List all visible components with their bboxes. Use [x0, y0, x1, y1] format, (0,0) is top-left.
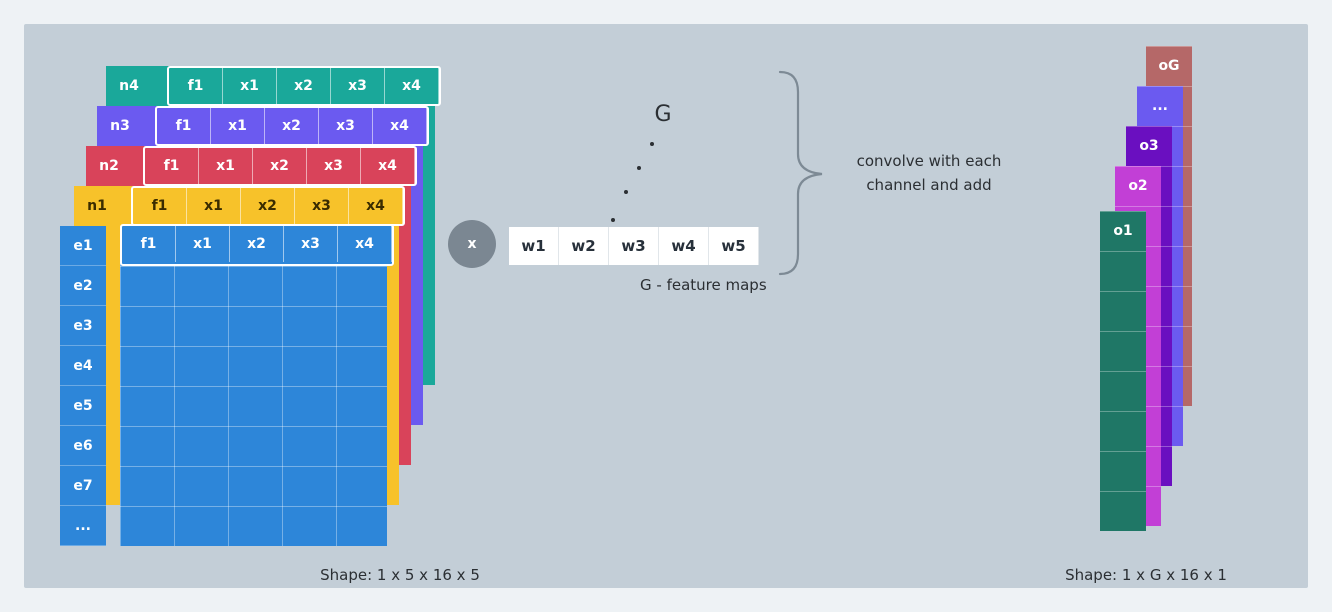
- header-cell-x4: x4: [349, 188, 403, 224]
- layer-header-n1: f1 x1 x2 x3 x4: [131, 186, 405, 226]
- header-cell-x2: x2: [241, 188, 295, 224]
- multiply-operator: x: [448, 220, 496, 268]
- row-label-e6: e6: [60, 426, 106, 466]
- brace-text-line1: convolve with each: [856, 152, 1002, 170]
- stack-dot: [650, 142, 654, 146]
- row-label-e7: e7: [60, 466, 106, 506]
- header-cell-x1: x1: [211, 108, 265, 144]
- front-layer-column: [60, 226, 106, 546]
- stack-dot: [611, 218, 615, 222]
- layer-header-n3: f1 x1 x2 x3 x4: [155, 106, 429, 146]
- header-cell-x4: x4: [385, 68, 439, 104]
- row-label-e5: e5: [60, 386, 106, 426]
- curly-brace: [778, 70, 823, 276]
- header-cell-x3: x3: [284, 226, 338, 262]
- output-label-more: ...: [1152, 98, 1168, 114]
- output-label-o1: o1: [1113, 223, 1133, 239]
- multiply-symbol: x: [467, 236, 477, 252]
- header-cell-f1: f1: [157, 108, 211, 144]
- header-cell-x4: x4: [373, 108, 427, 144]
- header-cell-x4: x4: [338, 226, 392, 262]
- front-layer-header: f1 x1 x2 x3 x4: [120, 224, 394, 266]
- row-label-e3: e3: [60, 306, 106, 346]
- header-cell-x3: x3: [295, 188, 349, 224]
- output-shape-caption: Shape: 1 x G x 16 x 1: [1065, 566, 1227, 584]
- output-column-o1: [1100, 211, 1146, 531]
- output-label-o2: o2: [1128, 178, 1148, 194]
- header-cell-f1: f1: [145, 148, 199, 184]
- input-shape-caption: Shape: 1 x 5 x 16 x 5: [320, 566, 480, 584]
- filter-stack-label: G: [654, 102, 672, 127]
- filter-cell-w5: w5: [709, 227, 759, 265]
- layer-label-n4: n4: [106, 66, 152, 106]
- filter-caption: G - feature maps: [640, 276, 767, 294]
- header-cell-x1: x1: [176, 226, 230, 262]
- header-cell-x2: x2: [253, 148, 307, 184]
- row-label-e2: e2: [60, 266, 106, 306]
- stack-dot: [624, 190, 628, 194]
- brace-text-line2: channel and add: [866, 176, 992, 194]
- front-layer-grid: [120, 226, 387, 546]
- row-label-more: ...: [60, 506, 106, 546]
- header-cell-f1: f1: [122, 226, 176, 262]
- header-cell-x2: x2: [230, 226, 284, 262]
- output-label-oG: oG: [1158, 58, 1180, 74]
- header-cell-x2: x2: [277, 68, 331, 104]
- output-label-o3: o3: [1139, 138, 1159, 154]
- header-cell-x1: x1: [223, 68, 277, 104]
- layer-label-n3: n3: [97, 106, 143, 146]
- header-cell-f1: f1: [133, 188, 187, 224]
- layer-label-n2: n2: [86, 146, 132, 186]
- filter-cell-w4: w4: [659, 227, 709, 265]
- header-cell-x3: x3: [331, 68, 385, 104]
- header-cell-x3: x3: [319, 108, 373, 144]
- header-cell-x3: x3: [307, 148, 361, 184]
- filter-cell-w3: w3: [609, 227, 659, 265]
- filter-cell-w2: w2: [559, 227, 609, 265]
- layer-header-n2: f1 x1 x2 x3 x4: [143, 146, 417, 186]
- header-cell-x1: x1: [187, 188, 241, 224]
- layer-label-n1: n1: [74, 186, 120, 226]
- stack-dot: [637, 166, 641, 170]
- header-cell-x4: x4: [361, 148, 415, 184]
- header-cell-x1: x1: [199, 148, 253, 184]
- filter-cell-w1: w1: [509, 227, 559, 265]
- layer-header-n4: f1 x1 x2 x3 x4: [167, 66, 441, 106]
- row-label-e1: e1: [60, 226, 106, 266]
- header-cell-x2: x2: [265, 108, 319, 144]
- header-cell-f1: f1: [169, 68, 223, 104]
- row-label-e4: e4: [60, 346, 106, 386]
